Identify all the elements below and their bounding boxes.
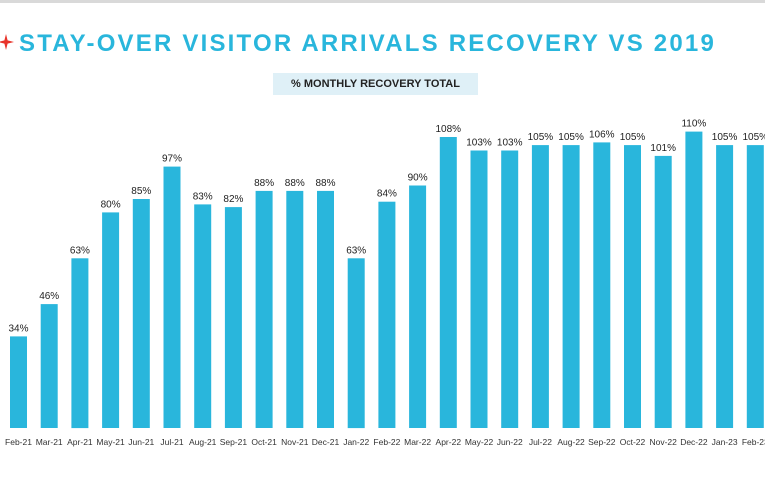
bar-Feb-21 [10,336,27,428]
bar-Oct-21 [255,190,273,428]
x-tick-label: Jun-22 [497,437,523,447]
data-label: 103% [497,138,523,149]
x-tick-label: Jul-21 [160,437,183,447]
x-tick-label: Nov-21 [281,437,309,447]
data-label: 105% [558,132,584,143]
bar-Aug-22 [562,145,580,428]
data-label: 105% [743,132,765,143]
x-tick-label: May-22 [465,437,494,447]
bar-Mar-21 [40,304,58,428]
x-tick-label: Sep-22 [588,437,616,447]
data-label: 105% [620,132,646,143]
x-tick-label: Feb-21 [5,437,32,447]
data-label: 63% [70,245,90,256]
data-label: 83% [193,191,213,202]
top-divider [0,0,765,3]
data-label: 82% [223,194,243,205]
x-tick-label: Dec-21 [312,437,340,447]
title-row: STAY-OVER VISITOR ARRIVALS RECOVERY VS 2… [0,28,765,62]
bar-Jul-22 [531,145,549,428]
data-label: 110% [681,119,706,130]
page-title: STAY-OVER VISITOR ARRIVALS RECOVERY VS 2… [19,30,717,57]
x-tick-label: Oct-21 [251,437,277,447]
bar-Jun-22 [501,150,519,428]
x-tick-label: Jun-21 [128,437,154,447]
x-tick-label: Jan-22 [343,437,369,447]
bar-May-22 [470,150,488,428]
x-tick-label: Oct-22 [620,437,646,447]
bar-Feb-23 [746,145,764,428]
data-label: 80% [101,199,121,210]
data-label: 101% [650,143,676,154]
data-label: 88% [254,178,274,189]
bar-May-21 [102,212,120,428]
subtitle-box: % MONTHLY RECOVERY TOTAL [273,73,478,95]
bar-Jan-23 [716,145,734,428]
data-label: 103% [466,138,492,149]
bar-Sep-22 [593,142,611,428]
bar-Oct-22 [624,145,641,428]
data-label: 46% [39,291,59,302]
x-tick-label: Mar-21 [36,437,63,447]
x-tick-label: Apr-21 [67,437,93,447]
bar-Apr-21 [71,258,89,429]
bar-Mar-22 [409,185,427,428]
star-icon [0,34,14,50]
bar-Aug-21 [194,204,212,428]
bar-Jan-22 [347,258,365,429]
chart-subtitle: % MONTHLY RECOVERY TOTAL [291,78,460,90]
data-label: 88% [315,178,335,189]
data-label: 34% [8,323,28,334]
x-tick-label: Feb-22 [373,437,400,447]
bar-Dec-22 [685,131,703,428]
bar-Sep-21 [224,207,242,428]
x-tick-label: May-21 [96,437,125,447]
x-tick-label: Nov-22 [649,437,677,447]
bar-Feb-22 [378,201,396,428]
data-label: 97% [162,154,182,165]
bar-Jun-21 [132,199,150,428]
data-label: 84% [377,189,397,200]
data-label: 106% [589,129,615,140]
data-label: 63% [346,245,366,256]
data-label: 105% [712,132,738,143]
data-label: 90% [408,173,428,184]
bar-Dec-21 [317,190,334,428]
data-label: 105% [528,132,554,143]
bar-Apr-22 [439,137,457,428]
data-label: 85% [131,186,151,197]
data-label: 88% [285,178,305,189]
bar-Nov-21 [286,190,304,428]
bar-Nov-22 [654,155,672,428]
x-tick-label: Jan-23 [712,437,738,447]
x-tick-label: Feb-23 [742,437,765,447]
x-tick-label: Apr-22 [436,437,462,447]
x-tick-label: Jul-22 [529,437,552,447]
x-tick-label: Aug-22 [557,437,585,447]
x-tick-label: Sep-21 [220,437,248,447]
bar-Jul-21 [163,166,181,428]
x-tick-label: Dec-22 [680,437,708,447]
x-tick-label: Aug-21 [189,437,217,447]
x-tick-label: Mar-22 [404,437,431,447]
data-label: 108% [436,124,462,135]
